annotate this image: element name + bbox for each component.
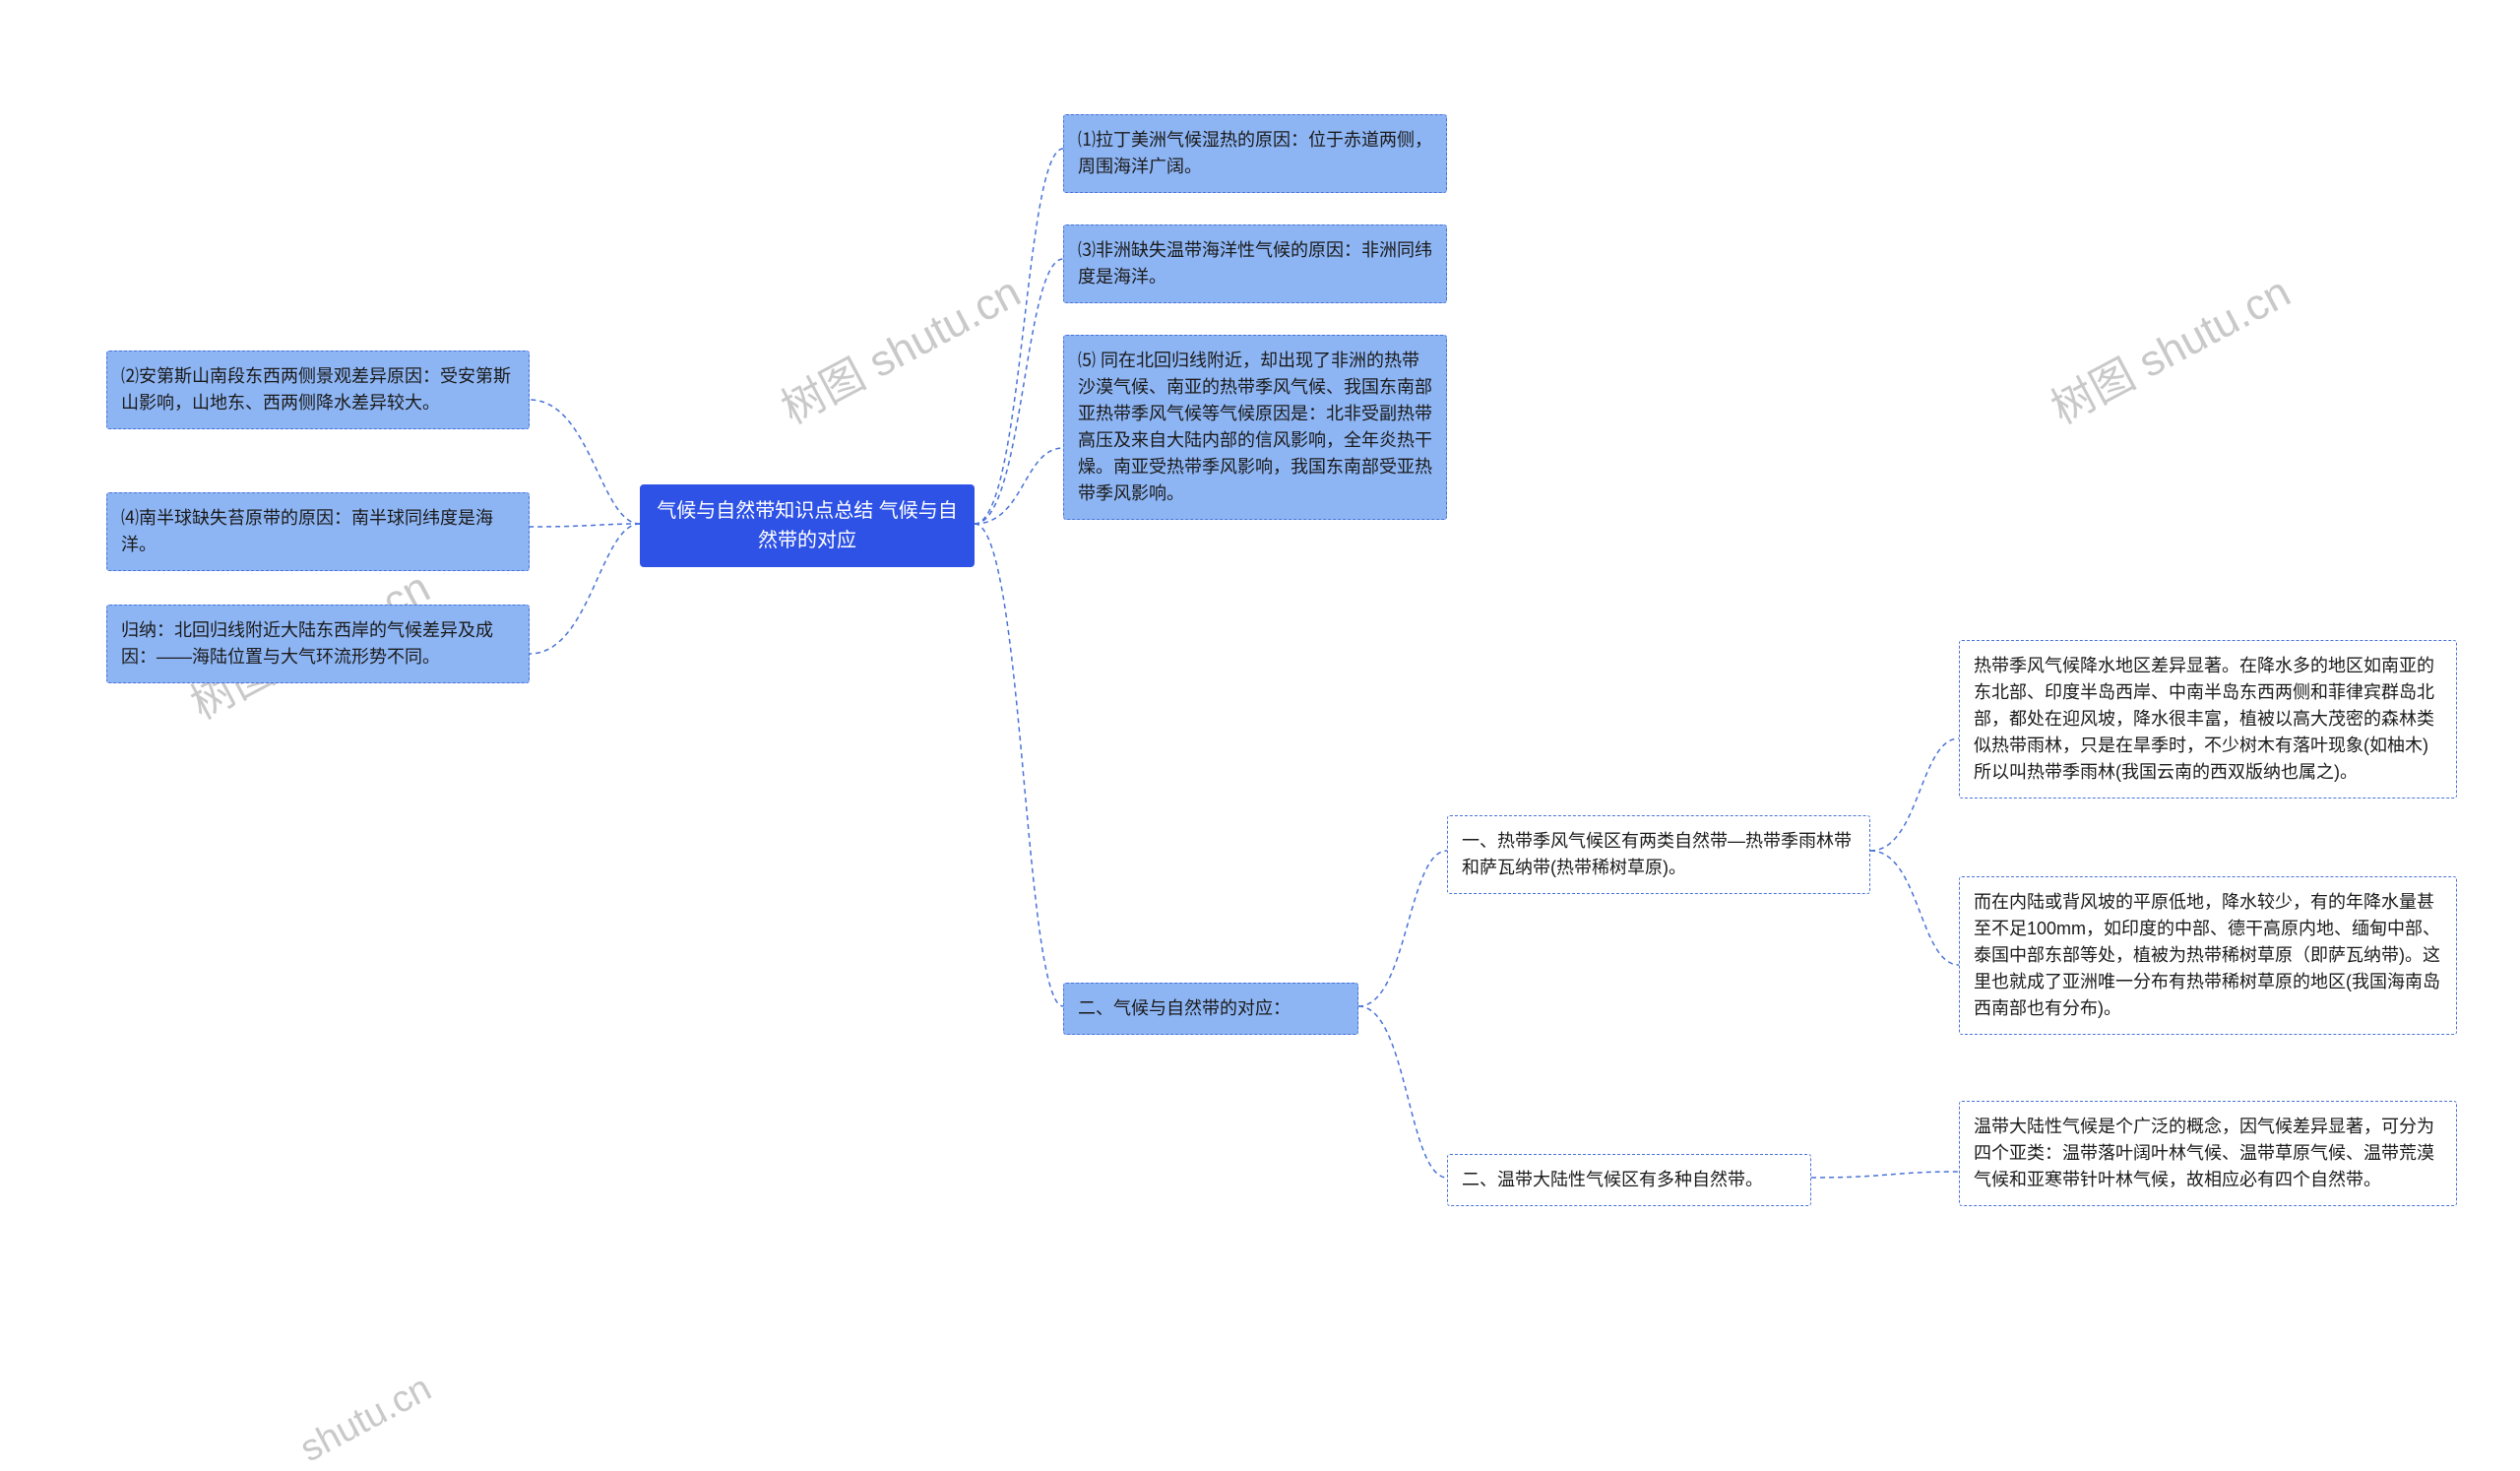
node-text: ⑶非洲缺失温带海洋性气候的原因：非洲同纬度是海洋。 xyxy=(1078,240,1432,287)
node-text: 而在内陆或背风坡的平原低地，降水较少，有的年降水量甚至不足100mm，如印度的中… xyxy=(1974,892,2440,1018)
watermark: 树图 shutu.cn xyxy=(2039,257,2300,436)
right-node-section2[interactable]: 二、气候与自然带的对应： xyxy=(1063,983,1358,1035)
node-text: ⑸ 同在北回归线附近，却出现了非洲的热带沙漠气候、南亚的热带季风气候、我国东南部… xyxy=(1078,351,1432,503)
right-node-3[interactable]: ⑶非洲缺失温带海洋性气候的原因：非洲同纬度是海洋。 xyxy=(1063,224,1447,303)
right-node-1[interactable]: ⑴拉丁美洲气候湿热的原因：位于赤道两侧，周围海洋广阔。 xyxy=(1063,114,1447,193)
node-text: 温带大陆性气候是个广泛的概念，因气候差异显著，可分为四个亚类：温带落叶阔叶林气候… xyxy=(1974,1117,2434,1189)
left-node-summary[interactable]: 归纳：北回归线附近大陆东西岸的气候差异及成因：——海陆位置与大气环流形势不同。 xyxy=(106,605,530,683)
node-text: 归纳：北回归线附近大陆东西岸的气候差异及成因：——海陆位置与大气环流形势不同。 xyxy=(121,620,493,667)
c2-child-1[interactable]: 温带大陆性气候是个广泛的概念，因气候差异显著，可分为四个亚类：温带落叶阔叶林气候… xyxy=(1959,1101,2457,1206)
root-text: 气候与自然带知识点总结 气候与自然带的对应 xyxy=(657,500,958,551)
section2-child-2[interactable]: 二、温带大陆性气候区有多种自然带。 xyxy=(1447,1154,1811,1206)
c1-child-2[interactable]: 而在内陆或背风坡的平原低地，降水较少，有的年降水量甚至不足100mm，如印度的中… xyxy=(1959,876,2457,1035)
section2-child-1[interactable]: 一、热带季风气候区有两类自然带—热带季雨林带和萨瓦纳带(热带稀树草原)。 xyxy=(1447,815,1870,894)
node-text: 一、热带季风气候区有两类自然带—热带季雨林带和萨瓦纳带(热带稀树草原)。 xyxy=(1462,831,1852,877)
node-text: ⑷南半球缺失苔原带的原因：南半球同纬度是海洋。 xyxy=(121,508,493,554)
node-text: ⑵安第斯山南段东西两侧景观差异原因：受安第斯山影响，山地东、西两侧降水差异较大。 xyxy=(121,366,511,413)
node-text: 二、温带大陆性气候区有多种自然带。 xyxy=(1462,1170,1763,1189)
node-text: 热带季风气候降水地区差异显著。在降水多的地区如南亚的东北部、印度半岛西岸、中南半… xyxy=(1974,656,2434,782)
left-node-2[interactable]: ⑵安第斯山南段东西两侧景观差异原因：受安第斯山影响，山地东、西两侧降水差异较大。 xyxy=(106,351,530,429)
watermark: shutu.cn xyxy=(293,1368,438,1471)
left-node-4[interactable]: ⑷南半球缺失苔原带的原因：南半球同纬度是海洋。 xyxy=(106,492,530,571)
node-text: 二、气候与自然带的对应： xyxy=(1078,998,1291,1018)
node-text: ⑴拉丁美洲气候湿热的原因：位于赤道两侧，周围海洋广阔。 xyxy=(1078,130,1432,176)
watermark: 树图 shutu.cn xyxy=(769,257,1030,436)
root-node[interactable]: 气候与自然带知识点总结 气候与自然带的对应 xyxy=(640,484,975,567)
c1-child-1[interactable]: 热带季风气候降水地区差异显著。在降水多的地区如南亚的东北部、印度半岛西岸、中南半… xyxy=(1959,640,2457,799)
right-node-5[interactable]: ⑸ 同在北回归线附近，却出现了非洲的热带沙漠气候、南亚的热带季风气候、我国东南部… xyxy=(1063,335,1447,520)
